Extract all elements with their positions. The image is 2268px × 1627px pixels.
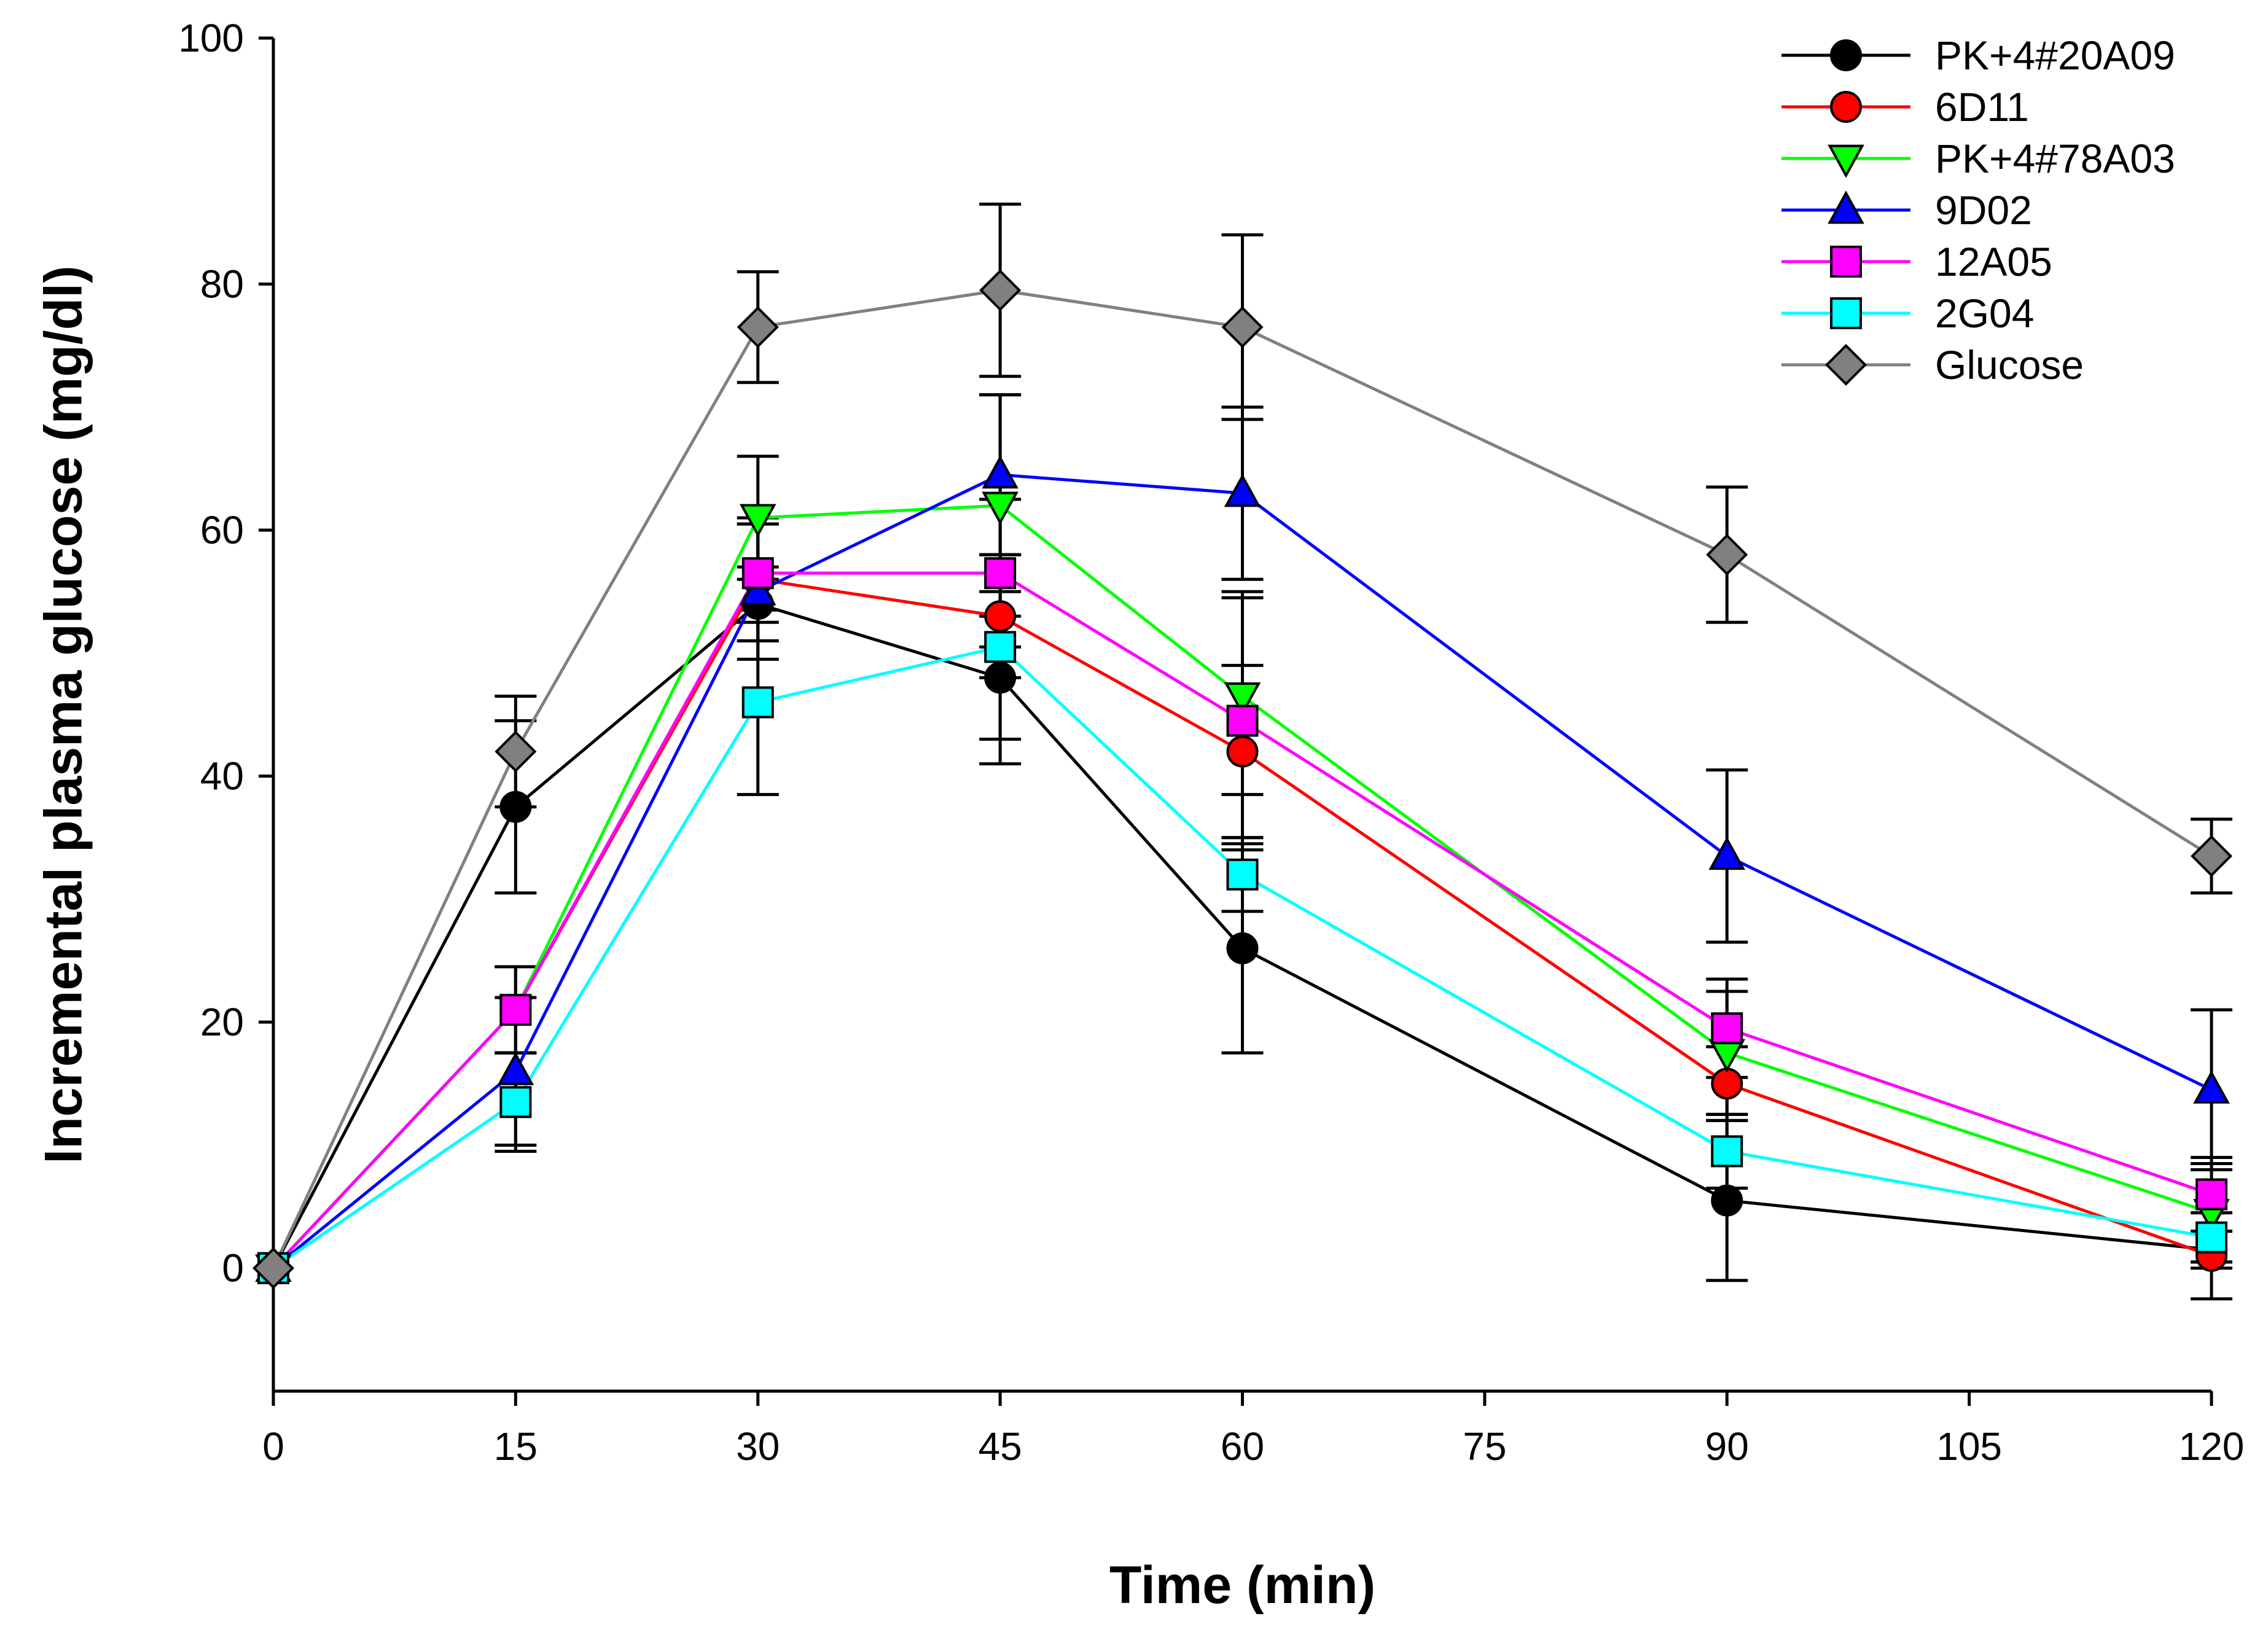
data-point [741,557,774,590]
legend-label: Glucose [1935,342,2084,388]
data-point [2196,1221,2227,1254]
data-point [982,455,1019,489]
data-point [1226,735,1259,768]
data-point [1711,1184,1743,1217]
legend-label: 9D02 [1935,187,2032,233]
y-axis-title: Incremental plasma glucose (mg/dl) [34,265,93,1163]
data-point [2196,1178,2227,1211]
data-point [984,600,1017,633]
error-bars [495,565,2232,1282]
y-tick-label: 60 [200,508,244,552]
data-point [499,1086,532,1118]
legend-label: PK+4#20A09 [1935,33,2175,78]
legend-marker [1830,297,1862,329]
x-tick-label: 60 [1221,1424,1264,1469]
x-tick-label: 30 [736,1424,780,1469]
legend-marker [1830,246,1862,278]
data-point [497,1052,534,1085]
x-tick-label: 105 [1936,1424,2002,1469]
legend-label: PK+4#78A03 [1935,136,2175,181]
data-point [1221,306,1264,348]
x-tick-label: 120 [2179,1424,2245,1469]
data-point [499,790,532,823]
y-tick-label: 20 [200,1000,244,1044]
legend-item: 6D11 [1781,84,2029,130]
data-point [741,686,774,719]
axes: 0 20 40 60 80 100 0 15 30 45 60 75 90 105 120 [178,16,2244,1469]
legend-marker [1830,39,1862,71]
legend-item: PK+4#20A09 [1781,33,2175,78]
data-point [737,306,779,348]
legend-marker [1828,144,1864,178]
series-markers [252,269,2233,1289]
data-point [984,557,1017,590]
x-tick-label: 0 [262,1424,284,1469]
y-tick-label: 0 [222,1246,244,1290]
legend-marker [1824,343,1867,386]
data-point [984,631,1017,663]
data-point [1224,682,1261,716]
data-point [1711,1012,1743,1045]
data-point [495,730,537,773]
data-point [2193,1070,2230,1104]
data-point [1224,474,1261,507]
data-point [1226,858,1259,891]
data-point [739,572,776,606]
data-point [1711,1067,1743,1100]
legend-label: 6D11 [1935,84,2029,130]
data-point [499,994,532,1026]
series-layer [252,202,2233,1301]
legend: PK+4#20A09 6D11 PK+4#78A03 9D02 12A05 2G04 Glu… [1781,33,2175,388]
legend-marker [1830,91,1862,123]
data-point [1706,534,1748,576]
error-bars [495,553,2232,1264]
legend-label: 2G04 [1935,291,2034,336]
legend-item: 2G04 [1781,291,2034,336]
x-tick-label: 15 [494,1424,538,1469]
legend-item: 9D02 [1781,187,2032,233]
x-tick-label: 75 [1463,1424,1506,1469]
x-axis-title: Time (min) [1109,1556,1375,1615]
error-bars [495,516,2232,1301]
legend-marker [1828,190,1864,224]
data-point [1226,704,1259,737]
y-tick-label: 40 [200,754,244,798]
legend-label: 12A05 [1935,239,2052,284]
data-point [982,491,1019,525]
data-point [1226,932,1259,965]
data-point [1708,837,1746,870]
legend-item: PK+4#78A03 [1781,136,2175,181]
data-point [979,269,1022,311]
x-tick-label: 90 [1705,1424,1749,1469]
legend-item: Glucose [1781,342,2084,388]
data-point [984,661,1017,694]
data-point [1711,1135,1743,1168]
data-point [252,1247,295,1289]
y-tick-label: 100 [178,16,244,60]
data-point [739,504,776,537]
data-point [2190,835,2233,877]
legend-item: 12A05 [1781,239,2052,284]
x-tick-label: 45 [979,1424,1022,1469]
y-tick-label: 80 [200,262,244,306]
